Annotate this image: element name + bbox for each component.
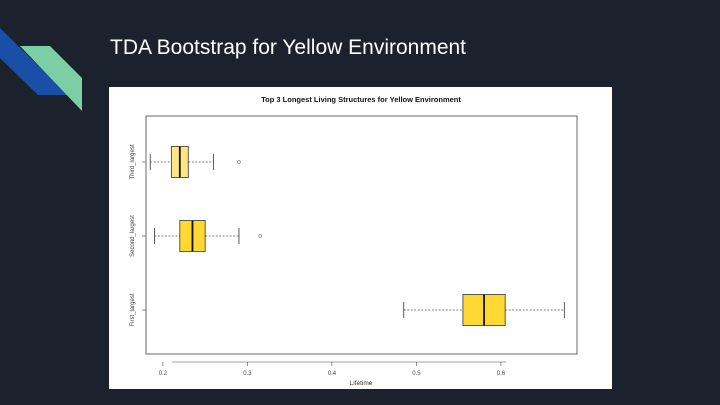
outlier-point [258,234,262,238]
x-tick-label: 0.4 [328,371,337,377]
x-axis-label: Lifetime [350,380,373,387]
x-tick-label: 0.3 [243,371,252,377]
box-third-largest: Third_largest [130,144,241,180]
chart-title: Top 3 Longest Living Structures for Yell… [261,95,461,104]
boxplot-chart: Top 3 Longest Living Structures for Yell… [130,95,578,387]
chart-panel: Top 3 Longest Living Structures for Yell… [109,87,612,389]
box-first-largest: First_largest [130,293,565,327]
x-axis-ticks: 0.2 0.3 0.4 0.5 0.6 [159,362,506,377]
box-second-largest: Second_largest [130,215,262,257]
x-tick-label: 0.5 [412,371,421,377]
outlier-point [237,160,241,164]
corner-teal-shape [20,46,82,111]
category-label: First_largest [130,293,136,326]
boxplot-series: Third_largest Second_largest First_largest [130,144,565,327]
plot-frame [145,115,578,355]
slide-title: TDA Bootstrap for Yellow Environment [110,36,467,59]
corner-decoration [0,28,82,111]
x-tick-label: 0.6 [497,371,506,377]
category-label: Second_largest [130,215,136,257]
category-label: Third_largest [130,144,136,179]
x-tick-label: 0.2 [159,371,168,377]
